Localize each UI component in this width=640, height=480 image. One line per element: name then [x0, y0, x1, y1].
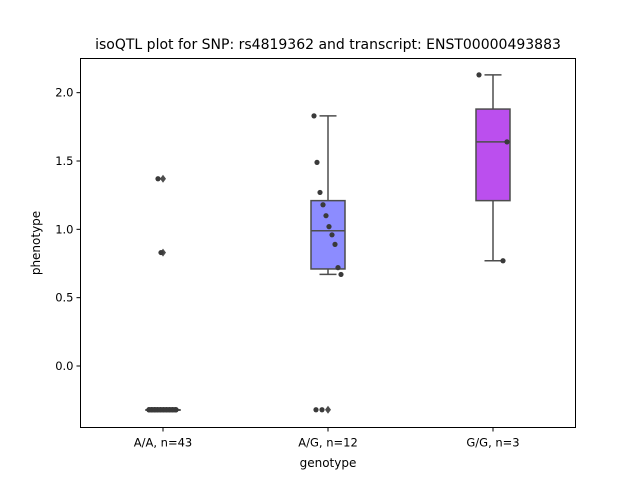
- data-point: [332, 241, 338, 247]
- y-tick-label: 0.0: [55, 359, 73, 373]
- x-tick-label: G/G, n=3: [466, 436, 519, 450]
- x-tick-label: A/G, n=12: [298, 436, 358, 450]
- chart-title: isoQTL plot for SNP: rs4819362 and trans…: [95, 37, 561, 53]
- box-group: [310, 115, 346, 414]
- y-tick-label: 2.0: [55, 86, 73, 100]
- data-point: [326, 224, 332, 230]
- plot-area: [145, 72, 511, 414]
- y-tick-label: 1.0: [55, 222, 73, 236]
- data-point: [500, 258, 506, 264]
- box-group: [475, 74, 511, 262]
- y-tick-label: 0.5: [55, 291, 73, 305]
- data-point: [476, 72, 482, 78]
- data-point: [319, 407, 325, 413]
- box: [310, 199, 346, 270]
- outlier-marker: [160, 174, 166, 183]
- data-point: [158, 249, 164, 256]
- outlier-marker: [325, 405, 331, 414]
- data-point: [163, 407, 169, 413]
- x-tick-label: A/A, n=43: [134, 436, 192, 450]
- x-axis-label: genotype: [300, 456, 357, 470]
- data-point: [323, 213, 329, 219]
- box: [475, 108, 511, 202]
- data-point: [335, 265, 341, 271]
- data-point: [157, 407, 163, 413]
- data-point: [320, 202, 326, 208]
- y-tick-label: 1.5: [55, 154, 73, 168]
- data-point: [155, 176, 161, 182]
- y-axis-label: phenotype: [29, 211, 43, 275]
- data-point: [152, 407, 158, 413]
- data-point: [338, 271, 344, 278]
- data-point: [329, 232, 335, 238]
- data-point: [504, 139, 510, 145]
- box-group: [145, 174, 181, 411]
- data-point: [313, 407, 319, 413]
- data-point: [314, 159, 320, 165]
- data-point: [311, 113, 317, 119]
- data-point: [169, 407, 175, 413]
- data-point: [317, 189, 323, 196]
